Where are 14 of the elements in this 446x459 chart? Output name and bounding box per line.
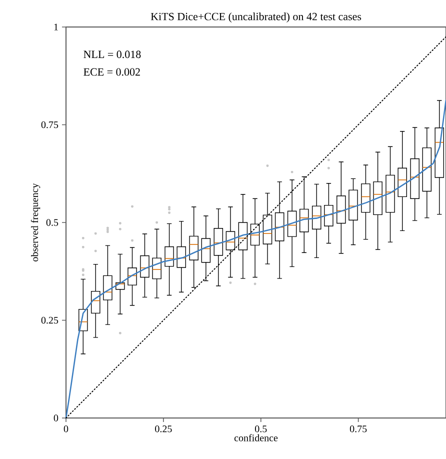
x-axis-title: confidence: [234, 434, 278, 442]
y-tick-label: 0: [54, 414, 58, 422]
y-tick-label: 0.75: [41, 121, 58, 128]
y-tick-label: 0.25: [41, 316, 58, 324]
y-tick-label: 1: [54, 24, 58, 30]
annotation: ECE = 0.002: [84, 68, 140, 76]
x-tick-label: 0.25: [155, 426, 172, 432]
x-tick-label: 0.75: [350, 426, 367, 432]
y-axis-title: observed frequency: [30, 183, 40, 262]
chart-title: KiTS Dice+CCE (uncalibrated) on 42 test cases: [150, 12, 362, 22]
y-tick-label: 0.5: [46, 219, 58, 226]
x-tick-label: 0.5: [255, 426, 267, 432]
annotation: NLL = 0.018: [84, 50, 141, 58]
x-tick-label: 0: [64, 426, 68, 432]
